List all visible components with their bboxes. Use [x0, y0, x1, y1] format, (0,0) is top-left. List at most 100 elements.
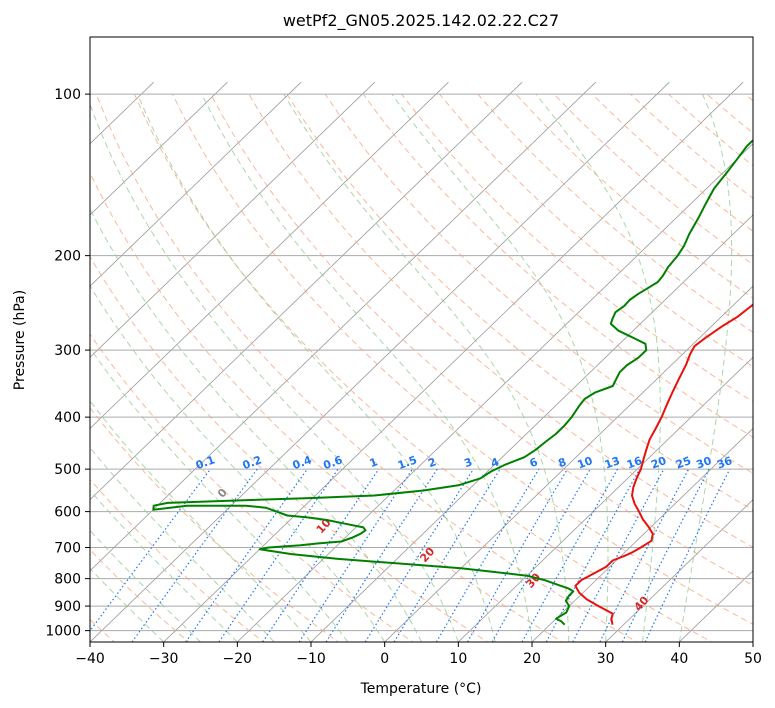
mixing-ratio-label: 4	[489, 455, 501, 470]
x-tick-label: −20	[223, 651, 253, 667]
dry-adiabat-line	[90, 478, 265, 642]
axis-ticks: −40 −30 −20 −10 0 10 20 30 40 5010020030040050060…	[45, 87, 762, 667]
mixing-ratio-line	[218, 468, 339, 642]
mixing-ratio-line	[644, 468, 731, 642]
isotherm-line	[531, 427, 753, 642]
isotherm-line	[236, 143, 753, 642]
mixing-ratio-label: 2	[426, 455, 438, 470]
mixing-ratio-label: 0.1	[194, 453, 217, 472]
dry-adiabat-line	[172, 93, 753, 625]
y-tick-label: 100	[54, 87, 81, 103]
y-tick-label: 1000	[45, 624, 81, 640]
mixing-ratio-line	[364, 468, 475, 642]
x-tick-label: −30	[149, 651, 179, 667]
plot-frame	[89, 36, 754, 643]
mixing-ratio-label: 10	[576, 454, 595, 472]
mixing-ratio-line	[466, 468, 569, 642]
mixing-ratio-line	[491, 468, 591, 642]
mixing-ratio-line	[599, 468, 690, 642]
isotherm-line	[90, 81, 228, 216]
moist-adiabat-line	[90, 207, 422, 642]
dry-adiabat-line	[362, 93, 753, 438]
y-tick-label: 300	[54, 343, 81, 359]
y-tick-label: 200	[54, 249, 81, 265]
dry-adiabat-label: 0	[215, 486, 230, 501]
isotherm-line	[90, 81, 449, 430]
moist-adiabat-line	[391, 93, 609, 642]
mixing-ratio-line	[521, 468, 619, 642]
y-tick-label: 700	[54, 541, 81, 557]
mixing-ratio-line	[90, 468, 211, 632]
moist-adiabat-line	[90, 567, 165, 642]
x-tick-label: 10	[449, 651, 467, 667]
mixing-ratio-line	[393, 468, 501, 642]
isotherm-line	[752, 641, 753, 642]
mixing-ratio-line	[131, 468, 258, 642]
moist-adiabat-line	[90, 102, 459, 642]
isotherm-line	[90, 81, 375, 358]
y-tick-label: 800	[54, 572, 81, 588]
x-tick-label: 40	[670, 651, 688, 667]
x-tick-label: −10	[296, 651, 326, 667]
moist-adiabat-line	[90, 284, 386, 642]
dry-adiabat-line	[90, 548, 190, 642]
moist-adiabat-line	[678, 93, 733, 642]
mixing-ratio-label: 36	[715, 454, 734, 472]
chart-title: wetPf2_GN05.2025.142.02.22.C27	[283, 11, 559, 31]
x-tick-label: 50	[744, 651, 762, 667]
dry-adiabat-line	[90, 255, 489, 642]
mixing-ratio-label: 0.4	[291, 453, 314, 472]
dry-adiabat-label: 30	[523, 570, 543, 590]
isotherm-line	[0, 82, 6, 644]
moist-adiabat-line	[137, 93, 496, 642]
dry-adiabat-line	[210, 93, 753, 587]
dry-adiabat-line	[90, 171, 564, 642]
mixing-ratio-line	[325, 468, 438, 642]
isotherm-line	[90, 81, 302, 287]
isotherm-line	[384, 285, 753, 642]
isotherm-line	[163, 81, 744, 642]
mixing-ratio-line	[262, 468, 380, 642]
moist-adiabat-line	[201, 93, 533, 642]
temperature-profile	[574, 303, 753, 625]
y-tick-label: 500	[54, 462, 81, 478]
mixing-ratio-label: 16	[625, 454, 644, 472]
mixing-ratio-label: 20	[649, 454, 668, 472]
mixing-ratio-label: 0.2	[241, 453, 264, 472]
mixing-ratio-label: 1.5	[396, 453, 419, 472]
dry-adiabat-label: 40	[632, 593, 652, 613]
x-tick-label: 30	[597, 651, 615, 667]
dry-adiabat-line	[477, 93, 753, 333]
x-tick-label: −40	[75, 651, 105, 667]
y-tick-label: 600	[54, 505, 81, 521]
x-axis-label: Temperature (°C)	[360, 681, 482, 697]
dry-adiabat-line	[401, 93, 753, 403]
isotherm-line	[90, 81, 596, 572]
mixing-ratio-line	[435, 468, 540, 642]
y-tick-label: 900	[54, 599, 81, 615]
y-tick-label: 400	[54, 410, 81, 426]
isotherm-line	[90, 81, 523, 501]
mixing-ratio-label: 30	[694, 454, 713, 472]
mixing-ratio-line	[298, 468, 413, 642]
isotherm-line	[678, 570, 753, 642]
dry-adiabat-line	[324, 93, 753, 474]
dry-adiabat-line	[95, 93, 639, 642]
moist-adiabat-line	[535, 93, 661, 642]
dewpoint-profile	[152, 138, 753, 626]
mixing-ratio-label: 3	[462, 455, 474, 470]
mixing-ratio-label: 8	[556, 455, 568, 470]
mixing-ratio-label: 1	[368, 455, 380, 470]
dry-adiabat-line	[553, 93, 753, 266]
mixing-ratio-line	[572, 468, 665, 642]
moist-adiabat-line	[90, 446, 275, 642]
mixing-ratio-label: 6	[528, 455, 540, 470]
mixing-ratio-label: 0.6	[322, 453, 345, 472]
moist-adiabat-line	[90, 529, 201, 642]
isotherm-line	[90, 81, 670, 642]
mixing-ratio-line	[545, 468, 641, 642]
x-tick-label: 0	[380, 651, 389, 667]
mixing-ratio-line	[621, 468, 710, 642]
mixing-ratio-label: 25	[674, 454, 693, 471]
